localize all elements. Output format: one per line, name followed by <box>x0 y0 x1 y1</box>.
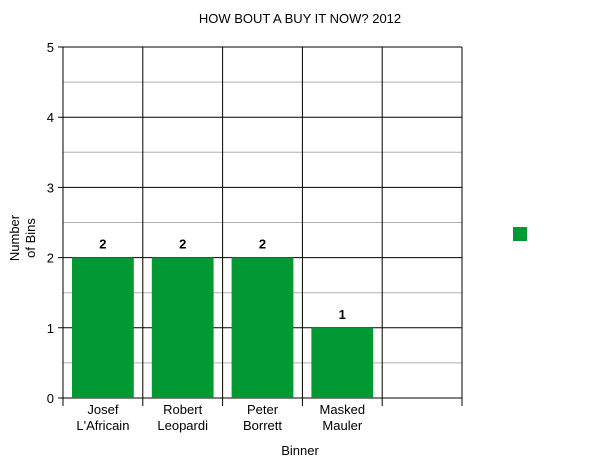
bar <box>231 257 294 398</box>
x-tick-label: L'Africain <box>76 418 129 433</box>
bar <box>72 257 134 398</box>
data-label: 2 <box>179 237 186 252</box>
bar <box>311 327 374 398</box>
x-tick-label: Masked <box>320 402 366 417</box>
y-axis-label-line1: Number <box>7 214 22 261</box>
x-tick-label: Mauler <box>322 418 362 433</box>
y-tick-label: 4 <box>47 110 54 125</box>
x-axis-label: Binner <box>281 443 319 458</box>
bar <box>151 257 214 398</box>
y-tick-label: 0 <box>47 391 54 406</box>
data-label: 1 <box>339 307 346 322</box>
y-tick-label: 5 <box>47 40 54 55</box>
y-axis-label-line2: of Bins <box>23 218 38 258</box>
x-tick-label: Josef <box>87 402 118 417</box>
legend-swatch <box>513 227 527 241</box>
x-tick-label: Robert <box>163 402 202 417</box>
x-tick-label: Borrett <box>243 418 282 433</box>
y-tick-label: 3 <box>47 180 54 195</box>
y-tick-label: 1 <box>47 321 54 336</box>
y-tick-label: 2 <box>47 251 54 266</box>
data-label: 2 <box>99 237 106 252</box>
data-label: 2 <box>259 237 266 252</box>
chart-title: HOW BOUT A BUY IT NOW? 2012 <box>199 11 401 26</box>
x-tick-label: Leopardi <box>157 418 208 433</box>
x-tick-label: Peter <box>247 402 279 417</box>
